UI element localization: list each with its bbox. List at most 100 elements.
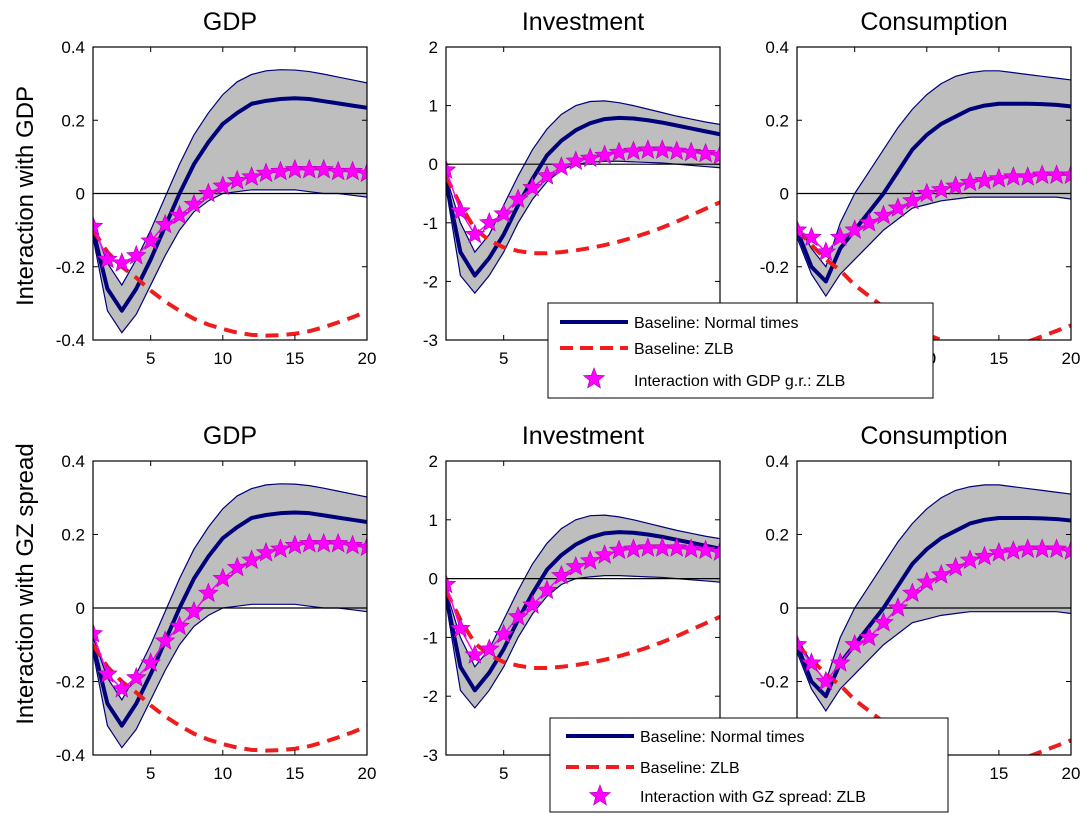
- interaction-point: [945, 556, 966, 577]
- interaction-point: [478, 211, 500, 232]
- x-tick-label: 10: [213, 764, 232, 783]
- series-line-zlb: [797, 228, 1071, 340]
- confidence-band: [797, 70, 1071, 297]
- interaction-point: [356, 162, 367, 183]
- interaction-point: [255, 542, 277, 562]
- interaction-point: [183, 193, 205, 214]
- y-tick-label: 2: [429, 38, 438, 57]
- series-line-zlb: [93, 643, 367, 753]
- series-line-zlb: [93, 229, 367, 338]
- interaction-point: [666, 140, 688, 161]
- interaction-point: [873, 204, 894, 225]
- band-lower-edge: [797, 196, 1071, 298]
- star-icon: [588, 784, 612, 806]
- interaction-point: [797, 219, 808, 239]
- interaction-point: [797, 633, 808, 654]
- interaction-point: [111, 678, 133, 698]
- x-tick-label: 20: [1062, 764, 1081, 783]
- interaction-point: [226, 169, 248, 190]
- panel-1-2-title: Investment: [522, 8, 644, 36]
- y-tick-label: 0: [780, 599, 789, 618]
- interaction-point: [565, 150, 587, 171]
- x-tick-label: 10: [213, 349, 232, 368]
- interaction-point: [858, 626, 880, 647]
- y-tick-label: 0.4: [765, 38, 789, 57]
- interaction-point: [594, 544, 615, 564]
- interaction-point: [464, 223, 486, 244]
- interaction-point: [1060, 164, 1071, 184]
- y-tick-label: -0.2: [56, 258, 85, 277]
- interaction-point: [241, 549, 262, 569]
- interaction-point: [198, 582, 219, 603]
- interaction-point: [695, 142, 716, 163]
- y-tick-label: -1: [423, 628, 438, 647]
- interaction-point: [873, 611, 894, 632]
- interaction-point: [446, 159, 457, 179]
- legend-top-entry-normal: Baseline: Normal times: [634, 315, 799, 332]
- series-line-zlb: [446, 589, 720, 670]
- band-upper-edge: [93, 483, 367, 702]
- interaction-point: [844, 633, 865, 654]
- interaction-point: [111, 252, 133, 272]
- band-lower-edge: [797, 611, 1071, 712]
- interaction-point: [507, 605, 529, 626]
- y-tick-label: 0: [780, 185, 789, 204]
- interaction-point: [930, 564, 952, 584]
- interaction-point: [140, 230, 161, 250]
- band-upper-edge: [446, 100, 720, 254]
- y-tick-label: 1: [429, 97, 438, 116]
- interaction-point: [342, 160, 363, 181]
- interaction-point: [801, 652, 822, 672]
- legend-bottom-star-icon: [588, 784, 612, 806]
- interaction-point: [327, 532, 349, 553]
- row-label-top: Interaction with GDP: [12, 86, 39, 306]
- interaction-point: [959, 549, 981, 569]
- interaction-point: [815, 241, 837, 261]
- interaction-point: [916, 182, 938, 203]
- y-tick-label: -2: [423, 272, 438, 291]
- series-line-normal: [446, 530, 720, 693]
- interaction-point: [446, 573, 457, 594]
- interaction-point: [226, 556, 248, 577]
- x-tick-label: 20: [358, 349, 377, 368]
- series-line-normal: [797, 101, 1071, 284]
- x-tick-label: 5: [499, 764, 508, 783]
- x-tick-label: 5: [146, 349, 155, 368]
- interaction-point: [594, 144, 615, 165]
- y-tick-label: -0.2: [760, 673, 789, 692]
- interaction-point: [169, 204, 190, 225]
- x-tick-label: 15: [285, 764, 304, 783]
- band-upper-edge: [446, 514, 720, 668]
- x-tick-label: 15: [989, 764, 1008, 783]
- y-tick-label: 0.2: [61, 526, 85, 545]
- y-tick-label: 2: [429, 452, 438, 471]
- x-tick-label: 20: [358, 764, 377, 783]
- y-tick-label: 0: [76, 185, 85, 204]
- legend-bottom-entry-interaction: Interaction with GZ spread: ZLB: [640, 789, 866, 806]
- interaction-point: [342, 534, 363, 555]
- legend-bottom: Baseline: Normal times Baseline: ZLB Int…: [549, 717, 949, 813]
- y-tick-label: -0.2: [760, 258, 789, 277]
- panel-2-2: -3 -2 -1 0 1 2 5 Investment: [423, 422, 721, 783]
- interaction-point: [829, 652, 851, 672]
- interaction-point: [270, 538, 291, 558]
- y-tick-label: 0.2: [765, 111, 789, 130]
- interaction-point: [565, 556, 587, 576]
- y-tick-label: -0.4: [56, 331, 85, 350]
- interaction-point: [313, 158, 335, 179]
- x-tick-label: 5: [499, 349, 508, 368]
- panel-2-1: -0.4 -0.2 0 0.2 0.4 5 10 15 20 GDP: [56, 422, 377, 783]
- interaction-point: [97, 663, 118, 683]
- y-tick-label: 0: [429, 570, 438, 589]
- panel-1-2: -3 -2 -1 0 1 2 5 Investment: [423, 8, 721, 368]
- interaction-point: [829, 226, 851, 247]
- interaction-point: [887, 597, 909, 617]
- interaction-point: [93, 215, 104, 236]
- interaction-point: [801, 226, 822, 247]
- series-line-normal: [93, 510, 367, 728]
- panels: -0.4-0.200.20.45 10 15 20GDP-3-2-10125Inves…: [56, 8, 1081, 783]
- band-upper-edge: [797, 70, 1071, 269]
- interaction-point: [154, 630, 176, 650]
- interaction-point: [887, 197, 909, 217]
